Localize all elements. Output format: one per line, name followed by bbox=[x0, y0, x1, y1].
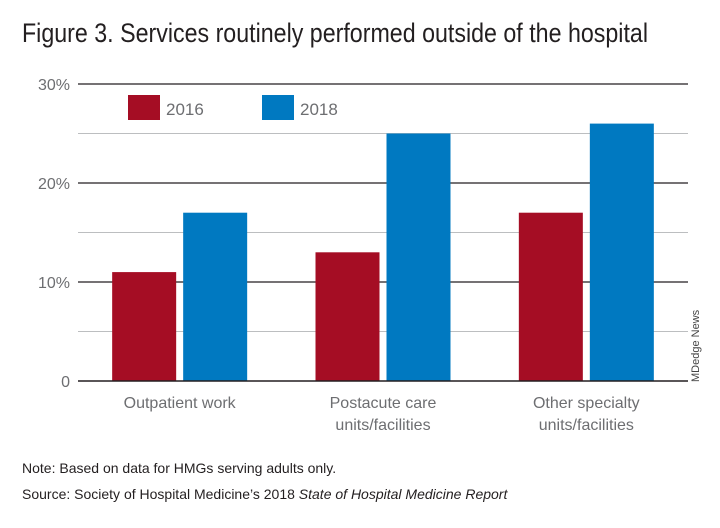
bars bbox=[112, 123, 654, 381]
source-label: Source: bbox=[22, 486, 71, 502]
x-tick-label-line: units/facilities bbox=[539, 417, 634, 434]
note-label: Note: bbox=[22, 460, 56, 476]
x-tick-label-line: Postacute care bbox=[330, 395, 437, 412]
x-tick-label-line: Other specialty bbox=[533, 395, 640, 412]
legend-swatch-2016 bbox=[128, 95, 160, 120]
bar-chart: 0 10% 20% 30% Outpatient work Postacute care u… bbox=[38, 77, 688, 434]
y-tick-label: 10% bbox=[38, 275, 70, 292]
note-text: Note: Based on data for HMGs serving adu… bbox=[22, 460, 336, 476]
legend-label-2016: 2016 bbox=[166, 100, 204, 119]
bar-2016 bbox=[518, 212, 583, 381]
axes: 0 10% 20% 30% Outpatient work Postacute care u… bbox=[38, 77, 688, 434]
bar-2016 bbox=[315, 252, 380, 381]
chart-title: Figure 3. Services routinely performed o… bbox=[22, 18, 648, 48]
source-body: Society of Hospital Medicine’s 2018 bbox=[70, 486, 299, 502]
x-tick-label: Outpatient work bbox=[124, 395, 237, 412]
note-body: Based on data for HMGs serving adults on… bbox=[55, 460, 337, 476]
bar-2018 bbox=[183, 212, 248, 381]
source-text: Source: Society of Hospital Medicine’s 2… bbox=[22, 486, 507, 502]
bar-2018 bbox=[589, 123, 654, 381]
x-tick-label-line: units/facilities bbox=[335, 417, 430, 434]
gridlines bbox=[78, 83, 688, 332]
source-report-title: State of Hospital Medicine Report bbox=[298, 486, 508, 502]
bar-2018 bbox=[386, 133, 451, 381]
legend-label-2018: 2018 bbox=[300, 100, 338, 119]
x-tick-label: Other specialty units/facilities bbox=[533, 395, 640, 434]
bar-2016 bbox=[112, 272, 177, 381]
x-tick-label: Postacute care units/facilities bbox=[330, 395, 437, 434]
credit-text: MDedge News bbox=[690, 309, 702, 382]
x-tick-label-line: Outpatient work bbox=[124, 395, 237, 412]
y-tick-label: 0 bbox=[61, 374, 70, 391]
legend: 2016 2018 bbox=[128, 95, 338, 120]
y-tick-label: 30% bbox=[38, 77, 70, 94]
y-tick-label: 20% bbox=[38, 176, 70, 193]
legend-swatch-2018 bbox=[262, 95, 294, 120]
